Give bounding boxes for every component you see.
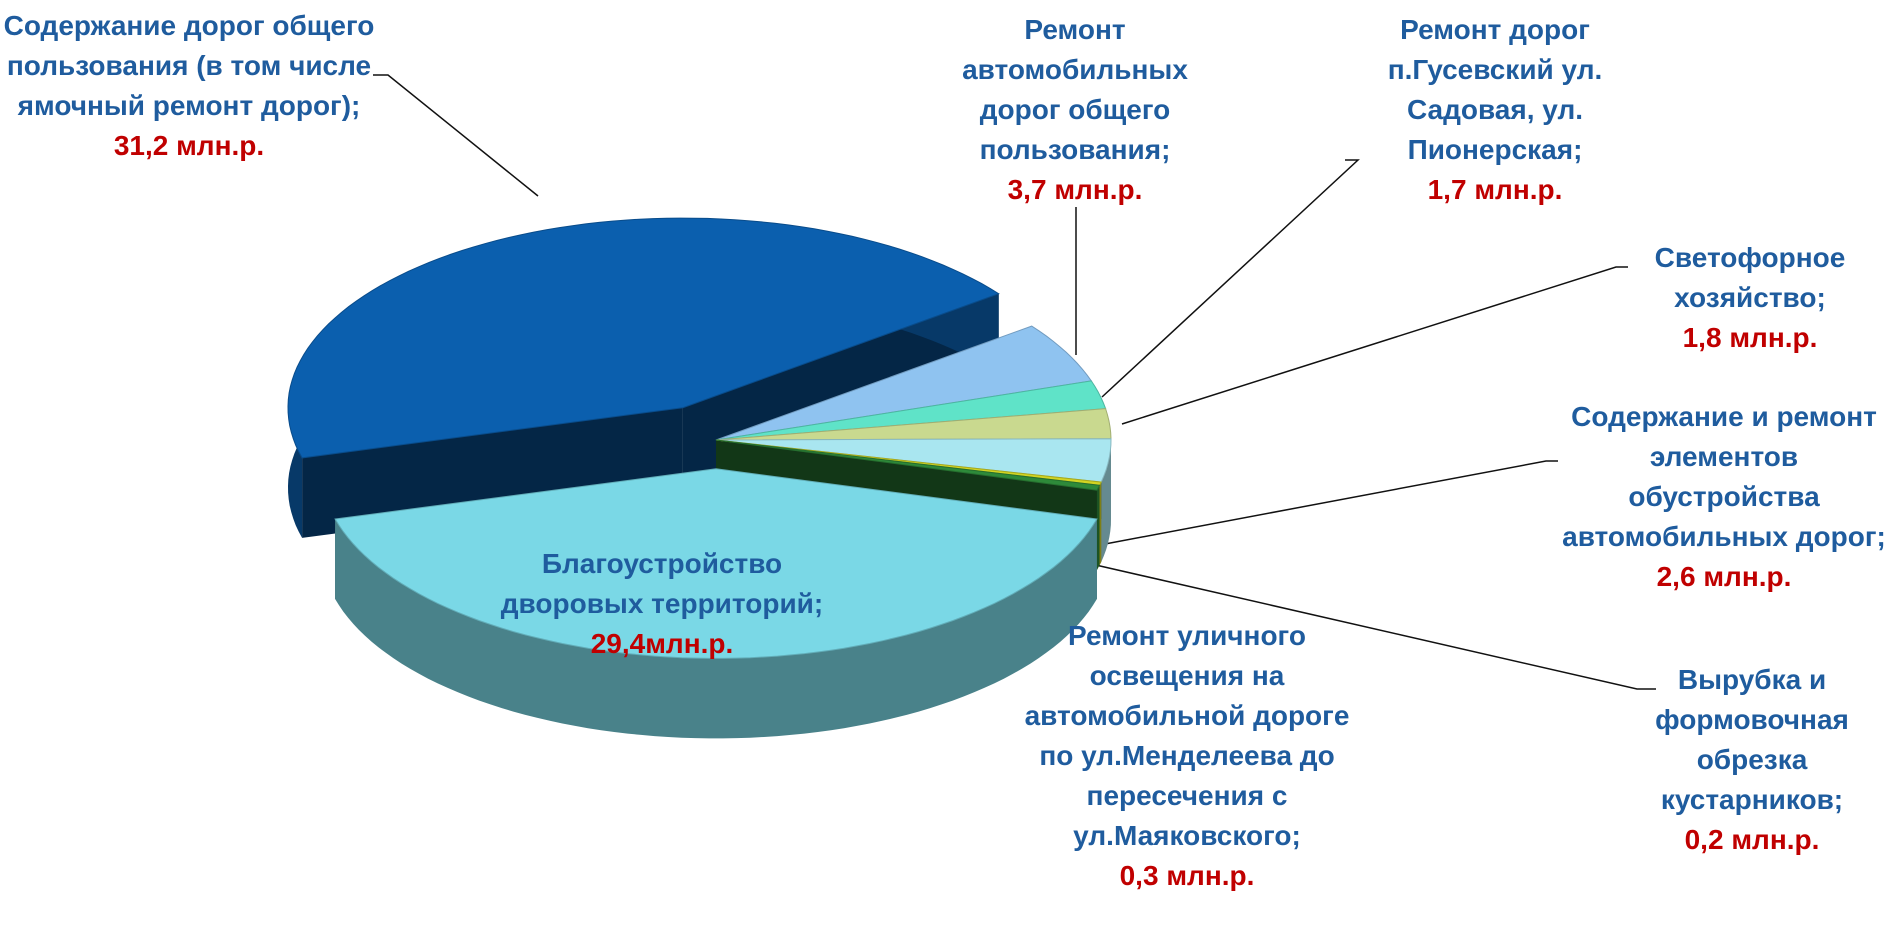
slice-label: Ремонт уличного освещения на автомобильн… bbox=[1017, 616, 1357, 896]
category-label: Светофорное хозяйство; bbox=[1654, 242, 1846, 313]
slice-label: Ремонт дорог п.Гусевский ул. Садовая, ул… bbox=[1345, 10, 1645, 210]
slice-label: Содержание и ремонт элементов обустройст… bbox=[1559, 397, 1888, 597]
leader-line bbox=[1086, 562, 1656, 690]
value-label: 0,2 млн.р. bbox=[1684, 824, 1820, 855]
slice bbox=[715, 325, 1093, 441]
category-label: Ремонт уличного освещения на автомобильн… bbox=[1024, 620, 1350, 851]
slice bbox=[715, 380, 1107, 441]
value-label: 1,7 млн.р. bbox=[1427, 174, 1563, 205]
slice-label: Ремонт автомобильных дорог общего пользо… bbox=[925, 10, 1225, 210]
slice bbox=[715, 438, 1112, 483]
value-label: 3,7 млн.р. bbox=[1007, 174, 1143, 205]
slice-side bbox=[1099, 482, 1102, 566]
leader-line bbox=[373, 74, 539, 197]
leader-lines bbox=[373, 74, 1656, 690]
slice bbox=[287, 217, 1000, 459]
slice bbox=[715, 439, 1101, 491]
leader-line bbox=[1104, 460, 1558, 545]
slice-label: Благоустройство дворовых территорий; 29,4… bbox=[497, 544, 827, 664]
category-label: Благоустройство дворовых территорий; bbox=[500, 548, 824, 619]
pie bbox=[287, 217, 1112, 739]
value-label: 31,2 млн.р. bbox=[113, 130, 265, 161]
slice-side bbox=[1101, 438, 1111, 563]
category-label: Вырубка и формовочная обрезка кустарнико… bbox=[1655, 664, 1849, 815]
slice bbox=[334, 468, 1098, 659]
value-label: 1,8 млн.р. bbox=[1682, 322, 1818, 353]
leader-line bbox=[1121, 266, 1628, 425]
category-label: Ремонт дорог п.Гусевский ул. Садовая, ул… bbox=[1387, 14, 1603, 165]
category-label: Содержание дорог общего пользования (в т… bbox=[3, 10, 375, 121]
slice-side bbox=[335, 519, 1097, 739]
slice-side bbox=[1096, 485, 1100, 571]
slice-label: Светофорное хозяйство; 1,8 млн.р. bbox=[1630, 238, 1870, 358]
value-label: 0,3 млн.р. bbox=[1119, 860, 1255, 891]
value-label: 2,6 млн.р. bbox=[1656, 561, 1792, 592]
slice-label: Вырубка и формовочная обрезка кустарнико… bbox=[1622, 660, 1882, 860]
leader-line bbox=[1101, 159, 1360, 398]
category-label: Ремонт автомобильных дорог общего пользо… bbox=[962, 14, 1188, 165]
slice-edge-wall bbox=[302, 407, 683, 538]
slice bbox=[715, 408, 1112, 441]
slice-label: Содержание дорог общего пользования (в т… bbox=[0, 6, 384, 166]
value-label: 29,4млн.р. bbox=[590, 628, 734, 659]
category-label: Содержание и ремонт элементов обустройст… bbox=[1562, 401, 1886, 552]
